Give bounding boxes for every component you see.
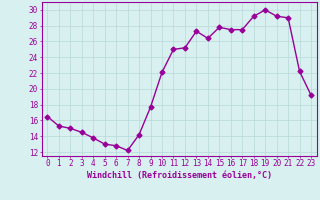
X-axis label: Windchill (Refroidissement éolien,°C): Windchill (Refroidissement éolien,°C) [87, 171, 272, 180]
